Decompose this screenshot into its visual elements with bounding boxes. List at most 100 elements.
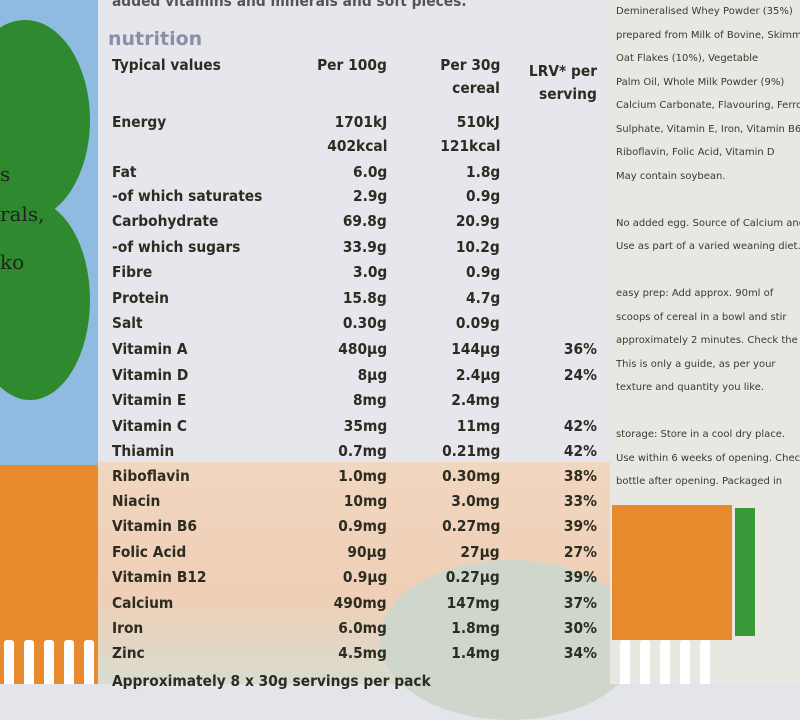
footer-note: Approximately 8 x 30g servings per pack (112, 672, 431, 690)
ingredients-line: May contain soybean. (616, 170, 726, 182)
section-title: nutrition (108, 28, 203, 50)
ingredients-line: texture and quantity you like. (616, 382, 765, 393)
per100-value: 2.9g (352, 187, 387, 205)
left-fragment: ko (0, 250, 25, 274)
row-label: Riboflavin (112, 467, 190, 485)
per30-value: 147mg (446, 594, 500, 612)
lrv-value: 42% (563, 417, 597, 435)
per100-value: 3.0g (352, 263, 387, 281)
row-label: Vitamin B12 (112, 568, 207, 586)
per30-value: 1.4mg (451, 644, 500, 662)
per30-value: 27µg (460, 543, 500, 561)
per100-value: 8µg (357, 366, 387, 384)
per30-value: 20.9g (456, 212, 500, 230)
header-per30: Per 30g (439, 56, 500, 74)
header-lrv-sub: serving (539, 85, 597, 103)
per30-value: 0.09g (456, 314, 500, 332)
ingredients-line: Riboflavin, Folic Acid, Vitamin D (616, 147, 775, 158)
ingredients-line: Demineralised Whey Powder (35%) (616, 6, 793, 17)
per30-value: 510kJ (456, 113, 500, 131)
fence-post (640, 640, 650, 684)
ingredients-line: bottle after opening. Packaged in (616, 476, 783, 487)
per100-value: 69.8g (343, 212, 387, 230)
per100-value: 6.0mg (338, 619, 387, 637)
header-label: Typical values (112, 56, 221, 74)
ingredients-line: Use within 6 weeks of opening. Check (616, 452, 800, 464)
per30-value: 11mg (456, 417, 500, 435)
row-label: Fat (112, 163, 137, 181)
row-label: Thiamin (112, 442, 175, 460)
per30-value: 3.0mg (451, 492, 500, 510)
lrv-value: 27% (563, 543, 597, 561)
lrv-value: 34% (563, 644, 597, 662)
per30-value: 144µg (451, 340, 500, 358)
fence-post (64, 640, 74, 684)
per30-value: 0.9g (465, 263, 500, 281)
top-text: added vitamins and minerals and soft pie… (112, 0, 467, 10)
lrv-value: 38% (563, 467, 597, 485)
per100-value: 1701kJ (334, 113, 387, 131)
row-label: Carbohydrate (112, 212, 219, 230)
per30-value: 0.30mg (441, 467, 500, 485)
header-lrv: LRV* per (528, 62, 597, 80)
per100-value: 0.9mg (338, 517, 387, 535)
header-per30-sub: cereal (452, 79, 500, 97)
per30-value: 0.21mg (441, 442, 500, 460)
fence-post (4, 640, 14, 684)
fence-post (660, 640, 670, 684)
per100-value: 0.9µg (342, 568, 387, 586)
ingredients-line: Oat Flakes (10%), Vegetable (616, 53, 759, 64)
left-fragment: rals, (0, 202, 45, 226)
per30-value: 0.9g (465, 187, 500, 205)
fence-post (84, 640, 94, 684)
ingredients-line: approximately 2 minutes. Check the (616, 335, 798, 346)
row-label: Zinc (112, 644, 145, 662)
row-label: Energy (112, 113, 167, 131)
row-label: Vitamin D (112, 366, 189, 384)
lrv-value: 24% (563, 366, 597, 384)
per30-value: 1.8g (465, 163, 500, 181)
row-label: Niacin (112, 492, 161, 510)
ingredients-line: easy prep: Add approx. 90ml of (616, 288, 774, 299)
per30-value: 0.27µg (445, 568, 500, 586)
fence-post (680, 640, 690, 684)
per30-value: 2.4mg (451, 391, 500, 409)
row-label: Folic Acid (112, 543, 187, 561)
ingredients-line: Use as part of a varied weaning diet. (616, 241, 800, 252)
ingredients-line: This is only a guide, as per your (616, 358, 776, 370)
row-label: -of which sugars (112, 238, 241, 256)
ingredients-line: No added egg. Source of Calcium and (616, 217, 800, 229)
per30-value: 2.4µg (455, 366, 500, 384)
hill-illustration (380, 560, 640, 720)
per100-value: 8mg (353, 391, 387, 409)
ingredients-line: Sulphate, Vitamin E, Iron, Vitamin B6 (616, 123, 800, 135)
per100-value: 0.30g (343, 314, 387, 332)
ingredients-line: Calcium Carbonate, Flavouring, Ferrous (616, 100, 800, 111)
lrv-value: 33% (563, 492, 597, 510)
fence-post (620, 640, 630, 684)
per100-value: 10mg (343, 492, 387, 510)
lrv-value: 30% (563, 619, 597, 637)
per100-value: 480µg (338, 340, 387, 358)
per100-value: 4.5mg (338, 644, 387, 662)
row-label: Salt (112, 314, 143, 332)
row-label: Protein (112, 289, 169, 307)
lrv-value: 36% (563, 340, 597, 358)
ingredients-line: storage: Store in a cool dry place. (616, 429, 786, 440)
per100-value: 1.0mg (338, 467, 387, 485)
row-label: Calcium (112, 594, 174, 612)
row-label: Iron (112, 619, 144, 637)
row-label: -of which saturates (112, 187, 263, 205)
per100-value: 6.0g (352, 163, 387, 181)
row-label: Vitamin A (112, 340, 188, 358)
per30-value: 1.8mg (451, 619, 500, 637)
per30-value: 0.27mg (441, 517, 500, 535)
fence-post (24, 640, 34, 684)
per100-value: 490mg (333, 594, 387, 612)
row-label: Vitamin C (112, 417, 187, 435)
ingredients-line: Palm Oil, Whole Milk Powder (9%) (616, 76, 785, 88)
per100-value: 0.7mg (338, 442, 387, 460)
green-icons-strip (735, 508, 755, 636)
per30-value: 121kcal (439, 137, 500, 155)
per100-value: 90µg (347, 543, 387, 561)
